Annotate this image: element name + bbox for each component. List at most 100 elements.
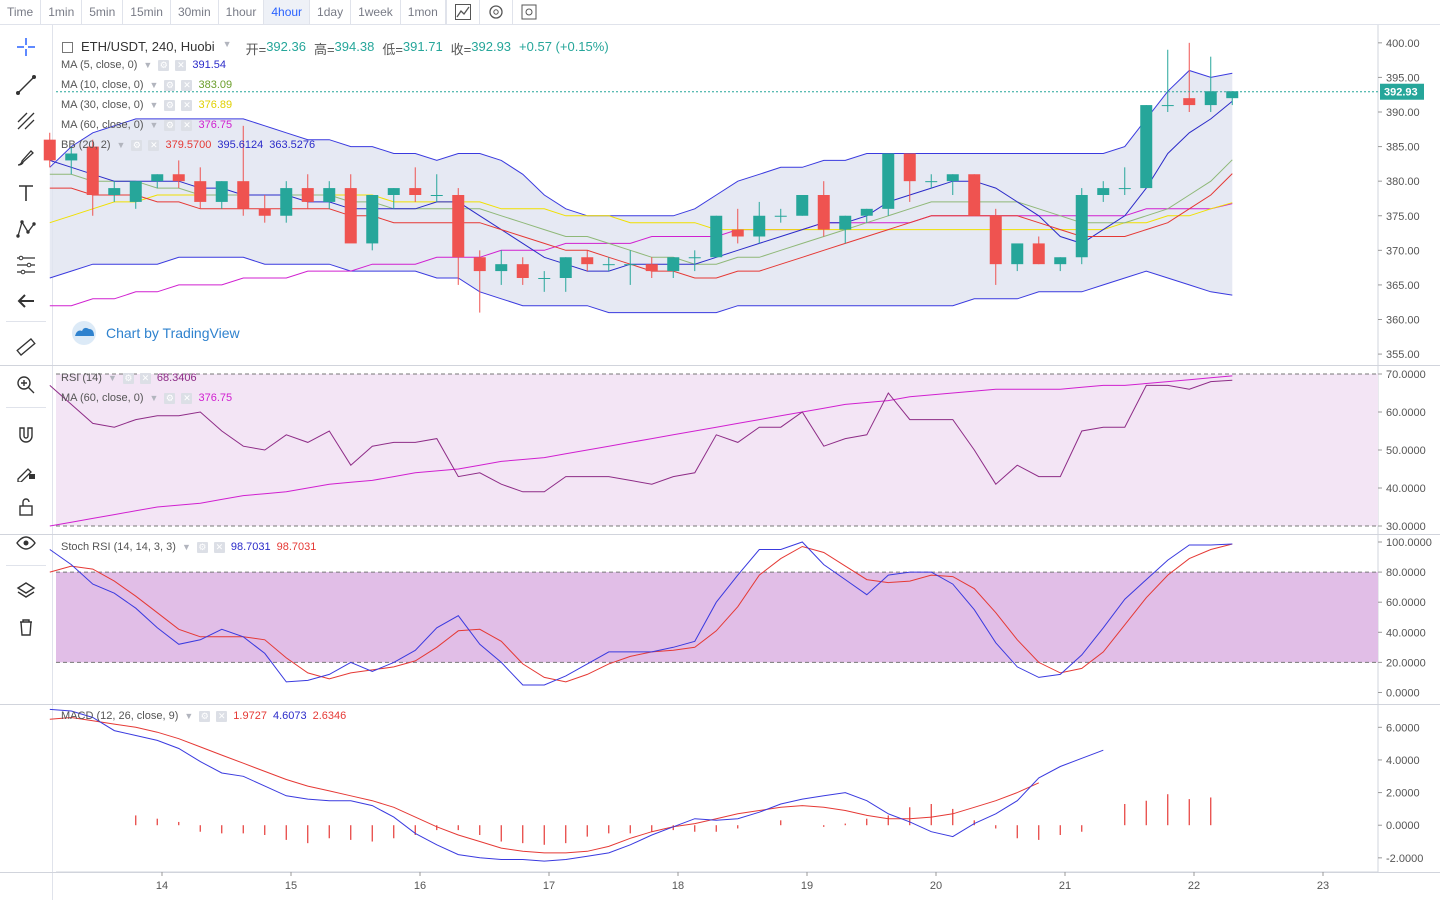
trend-line-icon[interactable] <box>12 71 40 99</box>
settings-icon[interactable]: ⚙ <box>199 710 211 722</box>
gear-icon[interactable] <box>478 0 512 24</box>
price-legend-row[interactable]: MA (30, close, 0) ▼ ⚙ ✕ 376.89 <box>61 99 232 111</box>
toolbar-divider <box>169 0 171 24</box>
settings-icon[interactable]: ⚙ <box>164 99 176 111</box>
price-legend-row[interactable]: BB (20, 2) ▼ ⚙ ✕ 379.5700 395.6124 363.5276 <box>61 139 315 151</box>
indicator-value: 98.7031 <box>276 541 317 553</box>
caret-down-icon[interactable]: ▼ <box>116 140 126 150</box>
tradingview-watermark[interactable]: Chart by TradingView <box>68 320 240 346</box>
candle-body <box>538 278 551 279</box>
remove-icon[interactable]: ✕ <box>216 710 228 722</box>
x-tick-label: 23 <box>1317 880 1329 892</box>
zoom-in-icon[interactable] <box>12 371 40 399</box>
indicator-name[interactable]: BB (20, 2) <box>61 139 111 151</box>
pattern-icon[interactable] <box>12 215 40 243</box>
symbol-title[interactable]: ETH/USDT, 240, Huobi <box>81 39 215 54</box>
back-arrow-icon[interactable] <box>12 287 40 315</box>
timeframe-1mon[interactable]: 1mon <box>407 5 438 19</box>
candle-body <box>968 174 981 216</box>
remove-icon[interactable]: ✕ <box>181 79 193 91</box>
line-chart-icon[interactable] <box>445 0 479 24</box>
remove-icon[interactable]: ✕ <box>148 139 160 151</box>
timeframe-15min[interactable]: 15min <box>130 5 163 19</box>
candle-body <box>516 264 529 278</box>
crosshair-icon[interactable] <box>12 33 40 61</box>
layers-icon[interactable] <box>12 577 40 605</box>
screenshot-icon[interactable] <box>511 0 545 24</box>
timeframe-4hour[interactable]: 4hour <box>264 0 310 24</box>
caret-down-icon[interactable]: ▼ <box>181 542 191 552</box>
indicator-name[interactable]: RSI (14) <box>61 372 102 384</box>
lock-draw-icon[interactable] <box>12 457 40 485</box>
macd-legend-row[interactable]: MACD (12, 26, close, 9) ▼ ⚙ ✕ 1.9727 4.6073 2.… <box>61 710 346 722</box>
price-legend-row[interactable]: MA (5, close, 0) ▼ ⚙ ✕ 391.54 <box>61 59 226 71</box>
settings-icon[interactable]: ⚙ <box>164 79 176 91</box>
timeframe-1hour[interactable]: 1hour <box>225 5 257 19</box>
indicator-name[interactable]: MA (60, close, 0) <box>61 392 144 404</box>
trash-icon[interactable] <box>12 613 40 641</box>
open-value: 392.36 <box>266 39 306 54</box>
candle-body <box>645 264 658 272</box>
magnet-icon[interactable] <box>12 421 40 449</box>
timeframe-1min[interactable]: 1min <box>48 5 75 19</box>
bollinger-upper-line <box>49 69 1233 217</box>
settings-icon[interactable]: ⚙ <box>164 119 176 131</box>
indicator-name[interactable]: MA (10, close, 0) <box>61 79 144 91</box>
x-tick-label: 20 <box>930 880 942 892</box>
timeframe-1day[interactable]: 1day <box>317 5 344 19</box>
caret-down-icon[interactable]: ▼ <box>184 711 194 721</box>
candle-body <box>473 257 486 272</box>
remove-icon[interactable]: ✕ <box>213 541 225 553</box>
settings-icon[interactable]: ⚙ <box>196 541 208 553</box>
ruler-icon[interactable] <box>12 333 40 361</box>
remove-icon[interactable]: ✕ <box>181 99 193 111</box>
price-legend-row[interactable]: MA (10, close, 0) ▼ ⚙ ✕ 383.09 <box>61 79 232 91</box>
timeframe-5min[interactable]: 5min <box>89 5 116 19</box>
candle-body <box>323 188 336 202</box>
indicator-name[interactable]: MA (30, close, 0) <box>61 99 144 111</box>
candle-body <box>688 257 701 259</box>
brush-icon[interactable] <box>12 143 40 171</box>
x-tick-label: 16 <box>414 880 426 892</box>
candle-body <box>1140 105 1153 189</box>
collapse-icon[interactable] <box>62 42 73 53</box>
caret-down-icon[interactable]: ▼ <box>149 100 159 110</box>
remove-icon[interactable]: ✕ <box>181 119 193 131</box>
candle-body <box>237 181 250 209</box>
caret-down-icon[interactable]: ▼ <box>107 373 117 383</box>
indicator-name[interactable]: MA (5, close, 0) <box>61 59 138 71</box>
caret-down-icon[interactable]: ▼ <box>143 60 153 70</box>
caret-down-icon[interactable]: ▼ <box>222 39 232 49</box>
settings-icon[interactable]: ⚙ <box>164 392 176 404</box>
rsi-legend-row[interactable]: RSI (14) ▼ ⚙ ✕ 68.3406 <box>61 372 197 384</box>
rsi-ma-line <box>49 375 1233 527</box>
x-tick-label: 17 <box>543 880 555 892</box>
remove-icon[interactable]: ✕ <box>175 59 187 71</box>
pitchfork-icon[interactable] <box>12 107 40 135</box>
timeframe-1week[interactable]: 1week <box>358 5 393 19</box>
unlock-icon[interactable] <box>12 493 40 521</box>
fib-icon[interactable] <box>12 251 40 279</box>
toolbar-divider <box>217 0 219 24</box>
remove-icon[interactable]: ✕ <box>181 392 193 404</box>
timeframe-30min[interactable]: 30min <box>177 5 211 19</box>
remove-icon[interactable]: ✕ <box>139 372 151 384</box>
stoch-legend-row[interactable]: Stoch RSI (14, 14, 3, 3) ▼ ⚙ ✕ 98.7031 98.703… <box>61 541 316 553</box>
caret-down-icon[interactable]: ▼ <box>149 80 159 90</box>
rsi-legend-row[interactable]: MA (60, close, 0) ▼ ⚙ ✕ 376.75 <box>61 392 232 404</box>
eye-icon[interactable] <box>12 529 40 557</box>
settings-icon[interactable]: ⚙ <box>122 372 134 384</box>
timeframe-time[interactable]: Time <box>7 5 34 19</box>
caret-down-icon[interactable]: ▼ <box>149 393 159 403</box>
candle-body <box>1011 243 1024 265</box>
indicator-name[interactable]: MACD (12, 26, close, 9) <box>61 710 179 722</box>
caret-down-icon[interactable]: ▼ <box>149 120 159 130</box>
indicator-name[interactable]: MA (60, close, 0) <box>61 119 144 131</box>
price-pane-divider <box>0 365 1440 366</box>
settings-icon[interactable]: ⚙ <box>158 59 170 71</box>
text-icon[interactable] <box>12 179 40 207</box>
indicator-name[interactable]: Stoch RSI (14, 14, 3, 3) <box>61 541 176 553</box>
settings-icon[interactable]: ⚙ <box>131 139 143 151</box>
price-legend-row[interactable]: MA (60, close, 0) ▼ ⚙ ✕ 376.75 <box>61 119 232 131</box>
